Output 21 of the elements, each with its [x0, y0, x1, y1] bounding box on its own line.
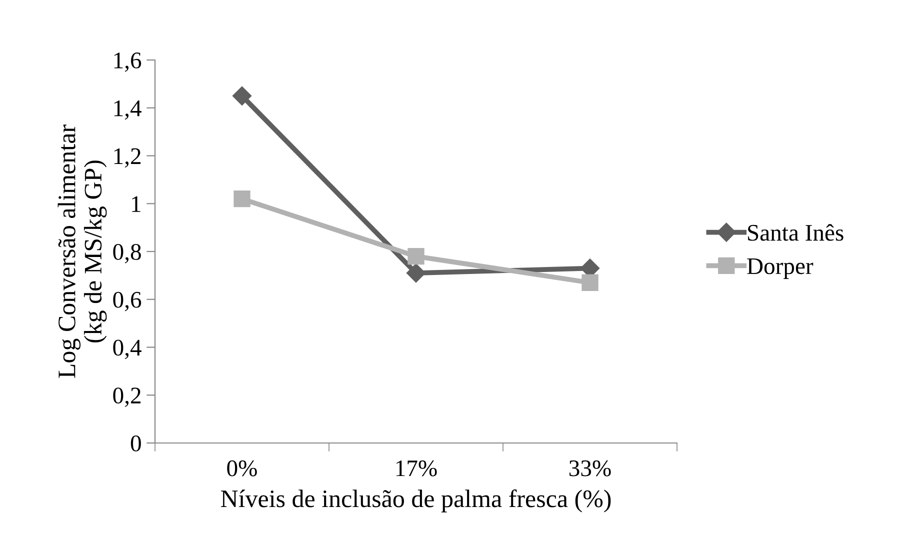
y-tick-label: 1,4 — [114, 100, 142, 120]
point — [232, 86, 252, 106]
x-axis-title: Níveis de inclusão de palma fresca (%) — [220, 489, 611, 512]
y-tick-label: 1,6 — [114, 52, 142, 72]
y-tick-label: 1,2 — [114, 148, 141, 168]
legend-label: Santa Inês — [748, 224, 844, 241]
x-tick-label: 33% — [569, 460, 611, 476]
y-tick-label: 0,8 — [113, 244, 141, 264]
x-tick-label: 17% — [396, 460, 437, 476]
y-tick-label: 1 — [132, 196, 140, 212]
y-tick-label: 0,4 — [113, 340, 142, 360]
x-tick-label: 0% — [227, 460, 257, 476]
point — [408, 248, 424, 265]
point — [234, 190, 250, 208]
legend-label: Dorper — [747, 258, 814, 279]
point — [582, 274, 598, 291]
y-tick-label: 0,2 — [113, 388, 141, 407]
y-tick-label: 0 — [130, 435, 141, 452]
y-tick-label: 0,6 — [113, 292, 142, 312]
y-axis-title: Log Conversão alimentar (kg de MS/kg GP) — [58, 124, 107, 378]
point — [406, 264, 426, 283]
